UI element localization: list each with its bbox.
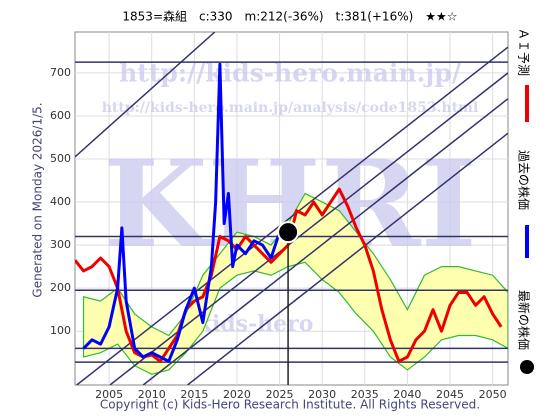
x-tick-label: 2015: [180, 388, 208, 401]
trend-line: [76, 46, 508, 385]
trend-line: [187, 132, 508, 385]
y-tick-label: 400: [50, 195, 71, 208]
legend-swatch: [520, 360, 534, 374]
trend-line: [75, 32, 216, 158]
y-tick-label: 100: [50, 324, 71, 337]
side-text: Generated on Monday 2026/1/5.: [31, 102, 45, 297]
x-tick-label: 2035: [351, 388, 379, 401]
y-tick-label: 700: [50, 66, 71, 79]
chart-title: 1853=森組 c:330 m:212(-36%) t:381(+16%) ★★…: [122, 9, 457, 24]
legend-label: ＡＩ予測: [517, 28, 531, 76]
x-tick-label: 2005: [95, 388, 123, 401]
y-tick-label: 600: [50, 109, 71, 122]
x-tick-label: 2030: [308, 388, 336, 401]
x-tick-label: 2040: [393, 388, 421, 401]
x-tick-label: 2010: [138, 388, 166, 401]
watermark: http://kids-hero.main.jp/: [119, 59, 462, 88]
watermark: kids-hero: [197, 311, 314, 337]
watermark: http://kids-hero.main.jp/analysis/code18…: [102, 100, 479, 116]
trend-line: [142, 98, 508, 385]
footer: Copyright (c) Kids-Hero Research Institu…: [100, 398, 480, 412]
legend-label: 最新の株価: [517, 290, 532, 350]
y-tick-label: 300: [50, 238, 71, 251]
x-tick-label: 2045: [436, 388, 464, 401]
x-tick-label: 2050: [479, 388, 507, 401]
trend-line: [109, 72, 508, 385]
y-tick-label: 500: [50, 152, 71, 165]
legend-label: 過去の株価: [517, 150, 532, 210]
x-tick-label: 2020: [223, 388, 251, 401]
x-tick-label: 2025: [266, 388, 294, 401]
latest-point: [277, 221, 300, 244]
series-line: [82, 62, 289, 363]
y-tick-label: 200: [50, 281, 71, 294]
